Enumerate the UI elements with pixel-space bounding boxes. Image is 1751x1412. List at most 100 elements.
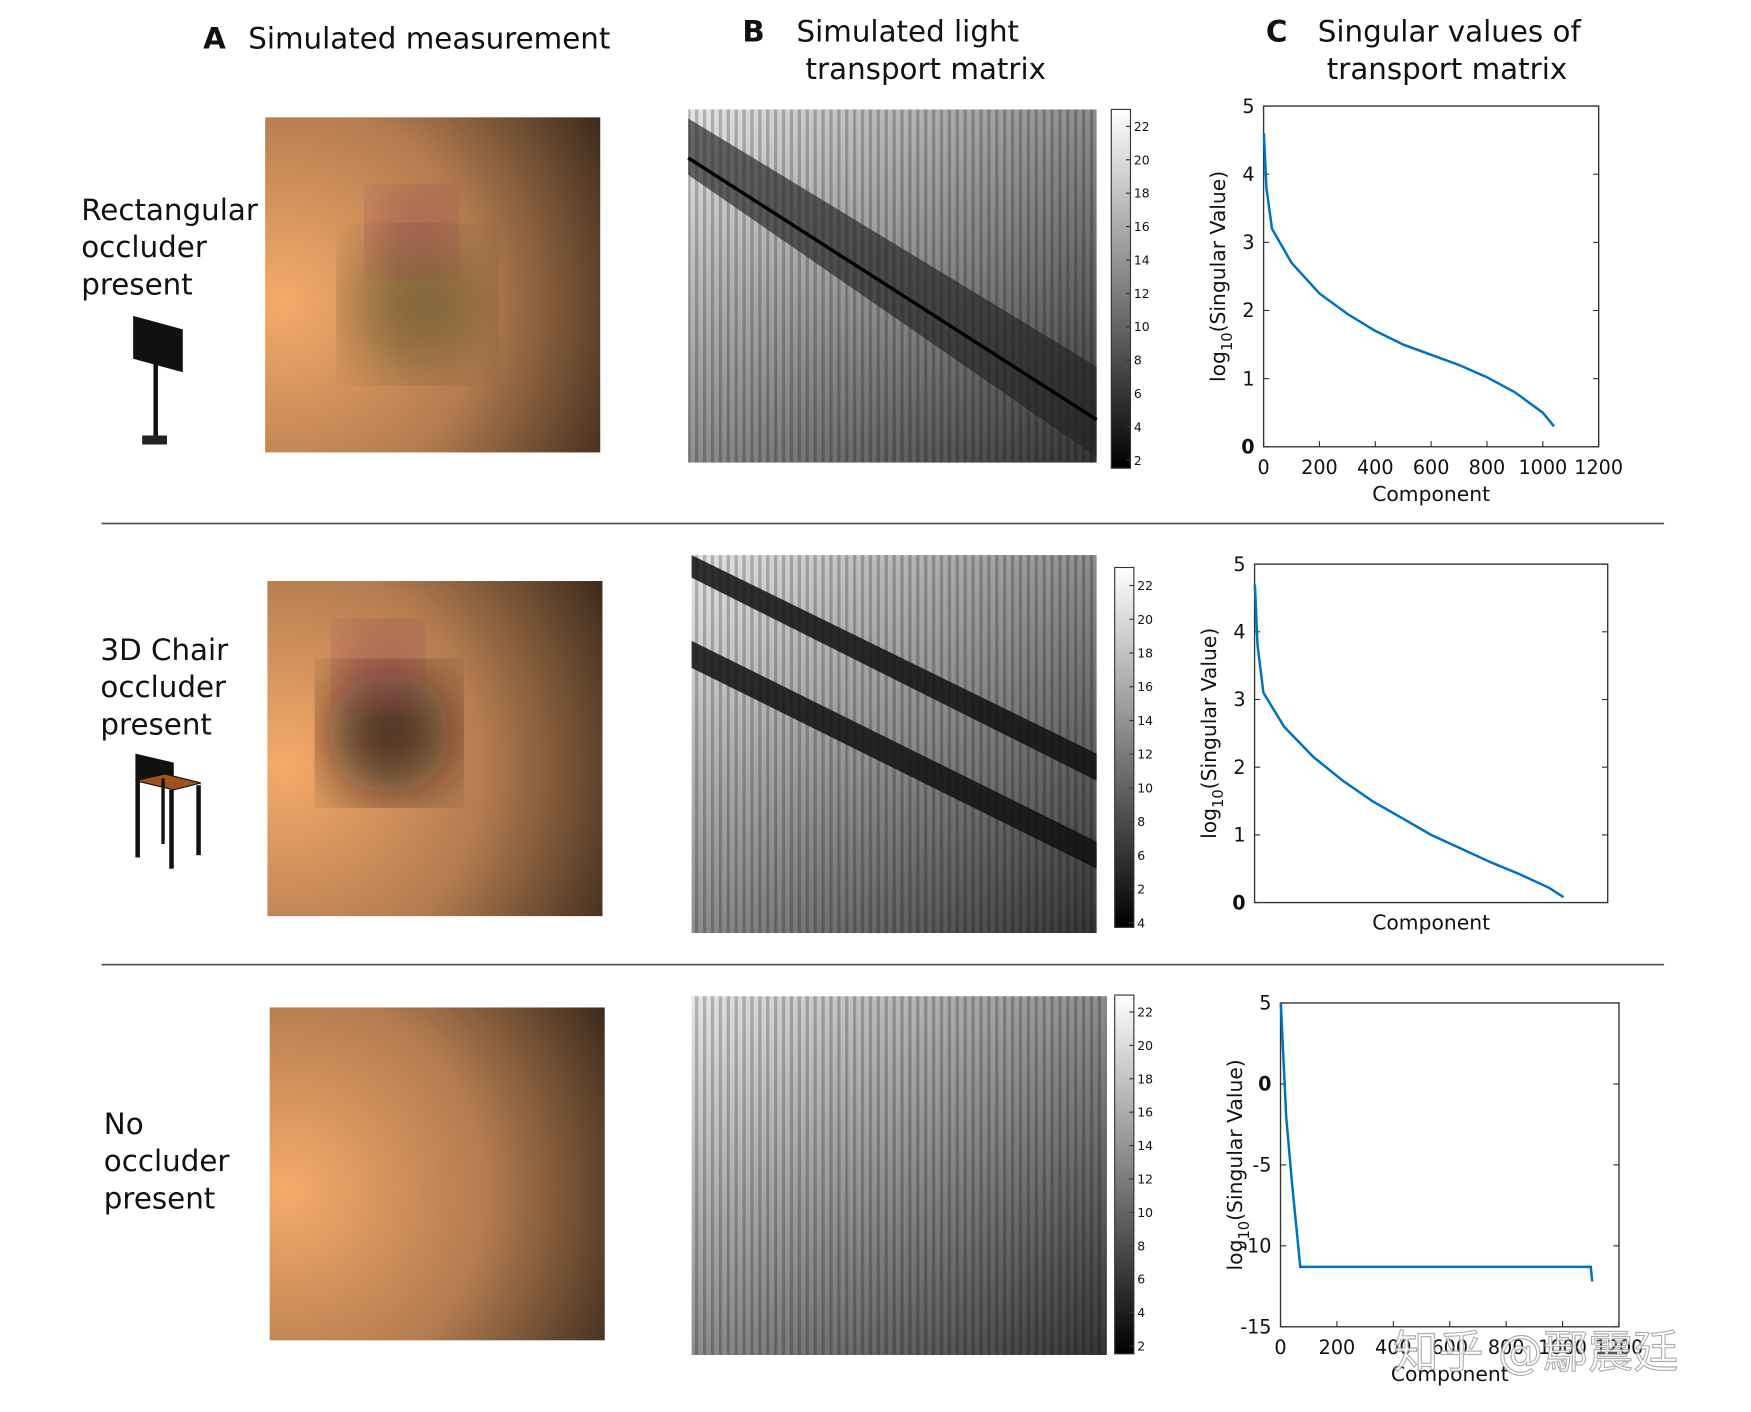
row-label: present <box>81 267 192 301</box>
plot-area <box>1262 105 1600 448</box>
panel-letter: C <box>1266 15 1288 49</box>
x-tick-label: 400 <box>1357 456 1394 479</box>
colorbar-label: 2 <box>1137 1338 1145 1353</box>
x-axis-label: Component <box>1391 1362 1509 1386</box>
y-tick-label: 0 <box>1232 891 1245 914</box>
row-label: present <box>100 707 211 741</box>
y-label-part: (Singular Value) <box>1206 171 1230 333</box>
x-tick-label: 1000 <box>1538 1336 1587 1359</box>
panel-title: Simulated measurement <box>248 22 610 56</box>
y-label-part: (Singular Value) <box>1197 628 1221 790</box>
y-tick-label: 3 <box>1242 231 1254 254</box>
colorbar-label: 6 <box>1137 848 1145 863</box>
y-tick-label: -5 <box>1252 1154 1271 1177</box>
y-label-part: (Singular Value) <box>1223 1059 1247 1221</box>
x-tick-label: 200 <box>1301 456 1338 479</box>
y-tick-label: 1 <box>1233 824 1245 847</box>
stripes <box>691 996 1107 1355</box>
layout <box>101 109 1665 1355</box>
band <box>691 555 1097 781</box>
row-label: occluder <box>104 1144 231 1178</box>
x-tick-label: 800 <box>1488 1336 1525 1359</box>
row-label: No <box>104 1107 144 1141</box>
colorbar-label: 22 <box>1137 1005 1153 1020</box>
y-tick-label: 4 <box>1242 163 1254 186</box>
x-tick-label: 0 <box>1258 456 1270 479</box>
y-axis-label: log10(Singular Value) <box>1197 628 1227 839</box>
colorbar <box>1110 108 1132 469</box>
x-tick-label: 200 <box>1319 1336 1356 1359</box>
blur <box>338 626 418 706</box>
y-tick-label: 5 <box>1233 553 1245 576</box>
colorbar-label: 14 <box>1134 252 1150 267</box>
colorbar-label: 6 <box>1137 1272 1145 1287</box>
y-label-sub: 10 <box>1219 332 1236 351</box>
y-tick-label: -15 <box>1240 1316 1271 1339</box>
y-axis-label: log10(Singular Value) <box>1206 171 1236 382</box>
y-tick-label: 1 <box>1242 367 1254 390</box>
colorbar-label: 16 <box>1134 219 1150 234</box>
colorbar-label: 10 <box>1137 1205 1153 1220</box>
y-label-sub: 10 <box>1236 1221 1253 1240</box>
y-tick-label: 5 <box>1259 992 1271 1015</box>
colorbar-label: 20 <box>1134 152 1150 167</box>
colorbar-label: 2 <box>1137 882 1145 897</box>
row-label: present <box>104 1181 215 1215</box>
panel-title: Simulated light <box>797 15 1020 49</box>
row-label: Rectangular <box>81 193 259 227</box>
colorbar-label: 18 <box>1137 1071 1153 1086</box>
colorbar-label: 18 <box>1134 186 1150 201</box>
colorbar-label: 10 <box>1134 319 1150 334</box>
x-tick-label: 600 <box>1413 456 1450 479</box>
colorbar-label: 14 <box>1137 713 1153 728</box>
colorbar-label: 20 <box>1137 1038 1153 1053</box>
colorbar-label: 20 <box>1137 612 1153 627</box>
panel-title: transport matrix <box>1327 52 1567 86</box>
line <box>1262 133 1555 428</box>
colorbar-label: 4 <box>1137 915 1145 930</box>
y-label-part: log <box>1223 1240 1247 1271</box>
colorbar-label: 8 <box>1137 1238 1145 1253</box>
x-tick-label: 1200 <box>1574 456 1623 479</box>
line <box>1279 1002 1594 1282</box>
row-label: occluder <box>100 670 227 704</box>
colorbar-label: 16 <box>1137 1105 1153 1120</box>
band <box>687 156 1098 422</box>
colorbar-label: 2 <box>1134 453 1142 468</box>
chair-icon <box>135 753 201 869</box>
y-axis-label: log10(Singular Value) <box>1223 1059 1253 1270</box>
blur <box>327 671 452 796</box>
y-tick-label: 2 <box>1233 756 1245 779</box>
x-axis-label: Component <box>1372 482 1490 506</box>
measurement-image <box>269 1007 605 1341</box>
x-tick-label: 1200 <box>1595 1336 1644 1359</box>
occluder-icon <box>133 315 183 445</box>
x-tick-label: 600 <box>1431 1336 1468 1359</box>
x-tick-label: 400 <box>1375 1336 1412 1359</box>
y-tick-label: 5 <box>1242 95 1254 118</box>
panel-title: transport matrix <box>806 52 1046 86</box>
y-tick-label: 0 <box>1258 1073 1271 1096</box>
y-tick-label: 2 <box>1242 299 1254 322</box>
colorbar-label: 4 <box>1137 1305 1145 1320</box>
y-label-sub: 10 <box>1210 789 1227 808</box>
colorbar-label: 22 <box>1134 119 1150 134</box>
y-label-part: log <box>1197 808 1221 839</box>
y-tick-label: 0 <box>1241 436 1254 459</box>
row-label: occluder <box>81 230 208 264</box>
colorbar <box>1114 566 1135 928</box>
y-tick-label: 3 <box>1233 688 1245 711</box>
colorbar <box>1114 994 1135 1355</box>
colorbar-label: 4 <box>1134 419 1142 434</box>
x-tick-label: 0 <box>1274 1336 1286 1359</box>
colorbar-label: 12 <box>1137 747 1153 762</box>
colorbar-label: 22 <box>1137 578 1153 593</box>
blur <box>349 236 486 373</box>
panel-letter: B <box>742 15 764 49</box>
y-tick-label: -10 <box>1240 1235 1271 1258</box>
colorbar-label: 18 <box>1137 646 1153 661</box>
line <box>1253 584 1565 899</box>
x-axis-label: Component <box>1372 911 1490 935</box>
colorbar-label: 12 <box>1137 1171 1153 1186</box>
